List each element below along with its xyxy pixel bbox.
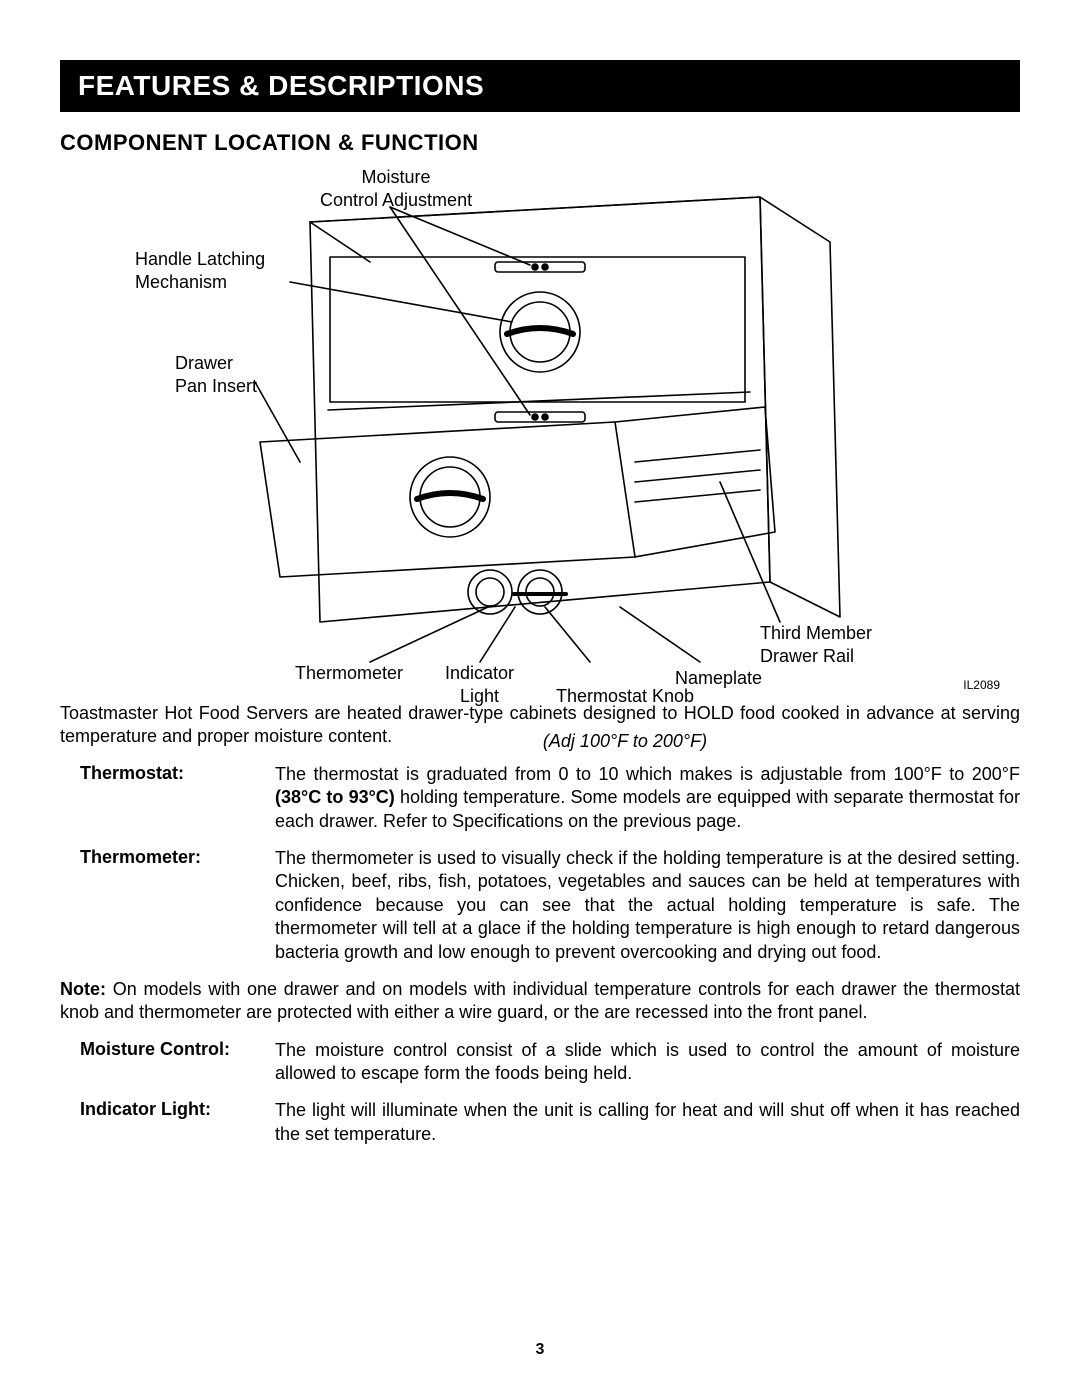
term-thermometer: Thermometer:: [80, 847, 255, 964]
definition-thermostat: Thermostat: The thermostat is graduated …: [80, 763, 1020, 833]
callout-thermometer: Thermometer: [295, 662, 403, 685]
section-banner: FEATURES & DESCRIPTIONS: [60, 60, 1020, 112]
term-moisture-control: Moisture Control:: [80, 1039, 255, 1086]
diagram-svg: [60, 162, 1020, 692]
desc-thermostat-pre: The thermostat is graduated from 0 to 10…: [275, 764, 1020, 784]
note-paragraph: Note: On models with one drawer and on m…: [60, 978, 1020, 1025]
figure-code: IL2089: [963, 678, 1000, 692]
page-number: 3: [0, 1341, 1080, 1359]
desc-thermostat-bold: (38°C to 93°C): [275, 787, 395, 807]
component-diagram: Moisture Control Adjustment Handle Latch…: [60, 162, 1020, 692]
definition-thermometer: Thermometer: The thermometer is used to …: [80, 847, 1020, 964]
section-subhead: COMPONENT LOCATION & FUNCTION: [60, 130, 1020, 156]
desc-indicator-light: The light will illuminate when the unit …: [275, 1099, 1020, 1146]
callout-nameplate: Nameplate: [675, 667, 762, 690]
definitions-block-1: Thermostat: The thermostat is graduated …: [60, 763, 1020, 964]
callout-thermostat-knob-sub: (Adj 100°F to 200°F): [543, 731, 707, 751]
term-indicator-light: Indicator Light:: [80, 1099, 255, 1146]
definition-indicator-light: Indicator Light: The light will illumina…: [80, 1099, 1020, 1146]
desc-thermostat: The thermostat is graduated from 0 to 10…: [275, 763, 1020, 833]
definitions-block-2: Moisture Control: The moisture control c…: [60, 1039, 1020, 1147]
note-label: Note:: [60, 979, 106, 999]
callout-drawer-pan-insert: Drawer Pan Insert: [175, 352, 257, 397]
callout-indicator-light: Indicator Light: [445, 662, 514, 707]
desc-moisture-control: The moisture control consist of a slide …: [275, 1039, 1020, 1086]
callout-thermostat-knob-label: Thermostat Knob: [556, 686, 694, 706]
term-thermostat: Thermostat:: [80, 763, 255, 833]
callout-third-member-rail: Third Member Drawer Rail: [760, 622, 872, 667]
callout-moisture-control: Moisture Control Adjustment: [320, 166, 472, 211]
desc-thermometer-text: The thermometer is used to visually chec…: [275, 848, 1020, 962]
definition-moisture-control: Moisture Control: The moisture control c…: [80, 1039, 1020, 1086]
callout-handle-latching: Handle Latching Mechanism: [135, 248, 265, 293]
desc-thermometer: The thermometer is used to visually chec…: [275, 847, 1020, 964]
note-body: On models with one drawer and on models …: [60, 979, 1020, 1022]
